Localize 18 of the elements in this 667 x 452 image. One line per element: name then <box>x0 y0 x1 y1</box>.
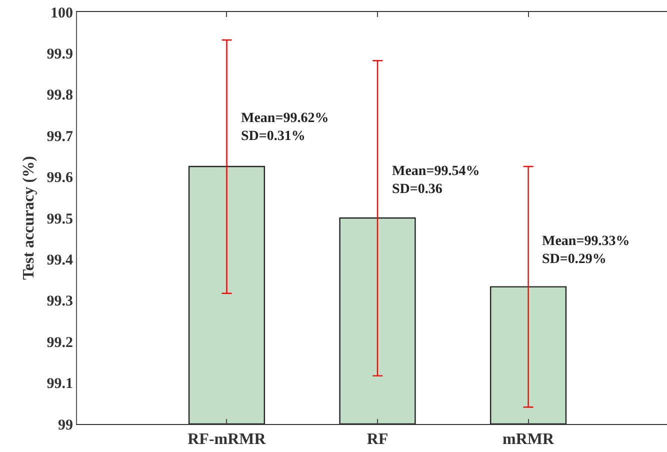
x-tick-label: RF <box>366 431 388 448</box>
y-tick-label: 99.2 <box>46 334 73 351</box>
y-tick-label: 99 <box>58 417 73 434</box>
y-tick-label: 99.5 <box>46 211 73 228</box>
y-tick-label: 99.1 <box>46 376 73 392</box>
x-tick-label: mRMR <box>502 431 554 448</box>
annotation: Mean=99.62% SD=0.31% <box>241 111 329 144</box>
y-tick-label: 99.8 <box>46 88 73 104</box>
y-tick-label: 99.6 <box>46 170 74 186</box>
y-axis-title: Test accuracy (%) <box>20 156 38 280</box>
y-tick-label: 99.4 <box>46 252 74 268</box>
y-tick-label: 99.3 <box>46 294 73 310</box>
annotation: Mean=99.33% SD=0.29% <box>542 234 630 268</box>
annotation: Mean=99.54% SD=0.36 <box>392 164 480 198</box>
y-tick-label: 99.9 <box>46 46 73 62</box>
x-tick-label: RF-mRMR <box>188 431 266 448</box>
y-tick-label: 100 <box>50 5 73 22</box>
y-tick-label: 99.7 <box>46 128 74 145</box>
